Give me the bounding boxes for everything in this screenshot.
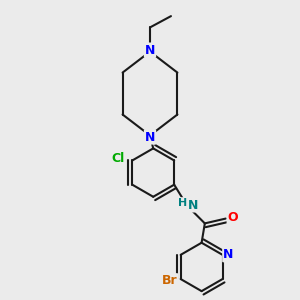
Text: Cl: Cl xyxy=(111,152,124,165)
Text: Br: Br xyxy=(161,274,177,287)
Text: N: N xyxy=(145,44,155,56)
Text: H: H xyxy=(178,198,187,208)
Text: N: N xyxy=(188,199,198,212)
Text: N: N xyxy=(145,130,155,144)
Text: O: O xyxy=(228,211,238,224)
Text: N: N xyxy=(223,248,233,261)
